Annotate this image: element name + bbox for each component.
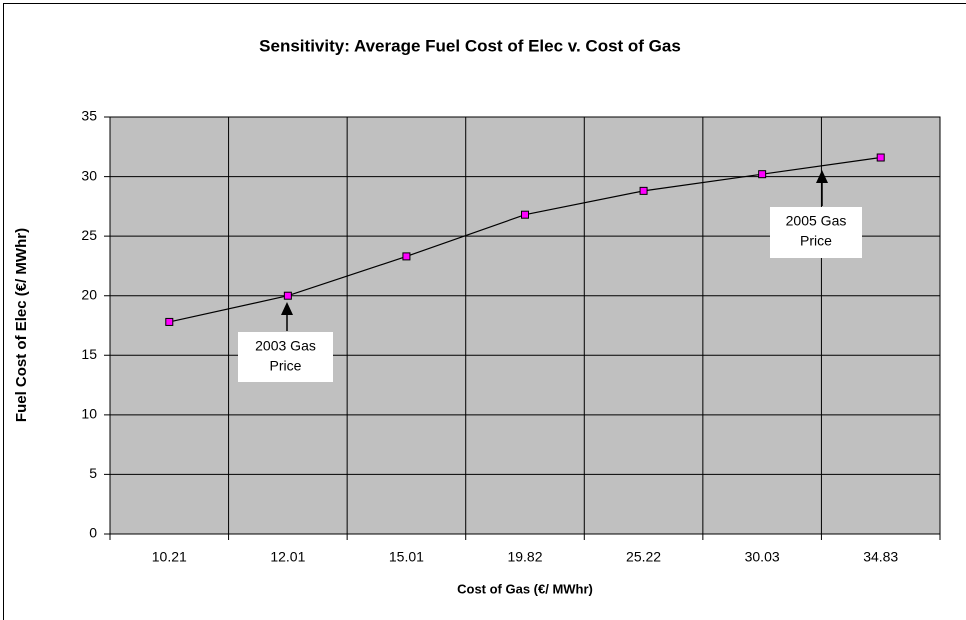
- plot-area: 0 5 10 15 20 25 30 35 10.21 12.01 15.01 19.82 25.22 3…: [81, 108, 941, 565]
- plot-border: [109, 116, 941, 535]
- y-tick-label: 35: [81, 108, 97, 124]
- x-axis-label: Cost of Gas (€/ MWhr): [457, 581, 593, 596]
- x-tick-label: 10.21: [152, 549, 187, 565]
- data-marker: [639, 186, 648, 195]
- annotation-text: Price: [270, 358, 302, 374]
- y-tick-label: 15: [81, 346, 97, 362]
- y-tick-label: 5: [89, 465, 97, 481]
- y-tick-label: 30: [81, 167, 97, 183]
- data-marker: [402, 252, 411, 261]
- data-marker: [283, 291, 292, 300]
- annotation-arrowhead: [816, 170, 828, 183]
- annotation-text: 2005 Gas: [786, 213, 847, 229]
- annotation-box: [238, 332, 333, 382]
- y-tick-label: 10: [81, 406, 97, 422]
- y-axis-label: Fuel Cost of Elec (€/ MWhr): [13, 228, 30, 422]
- x-tick-label: 12.01: [270, 549, 305, 565]
- x-tick-label: 25.22: [626, 549, 661, 565]
- x-tick-label: 19.82: [507, 549, 542, 565]
- y-tick-label: 20: [81, 286, 97, 302]
- x-tick-label: 30.03: [745, 549, 780, 565]
- annotation-text: Price: [800, 233, 832, 249]
- annotation-text: 2003 Gas: [255, 338, 316, 354]
- annotations: 2003 Gas Price 2005 Gas Price: [238, 170, 862, 382]
- chart-title: Sensitivity: Average Fuel Cost of Elec v…: [259, 36, 681, 55]
- data-marker: [521, 210, 529, 219]
- y-tick-label: 0: [89, 525, 97, 541]
- data-marker: [876, 153, 885, 162]
- annotation-arrowhead: [281, 302, 293, 315]
- data-marker: [758, 170, 767, 179]
- annotation-box: [770, 207, 862, 258]
- plot-background: [110, 117, 940, 534]
- y-tick-label: 25: [81, 227, 97, 243]
- data-marker: [165, 317, 174, 326]
- x-tick-label: 34.83: [863, 549, 898, 565]
- x-tick-label: 15.01: [389, 549, 424, 565]
